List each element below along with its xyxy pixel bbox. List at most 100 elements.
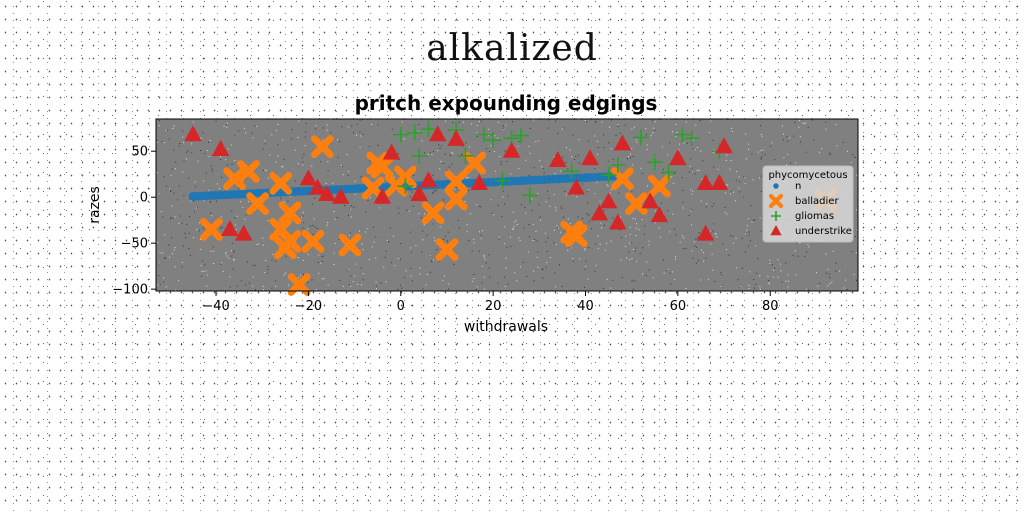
legend-label: gliomas (795, 211, 834, 222)
data-point (420, 121, 437, 138)
data-point (683, 130, 700, 147)
legend-marker (770, 225, 782, 236)
data-point (370, 155, 394, 179)
y-tick-label: −50 (121, 237, 148, 252)
data-point (211, 140, 230, 156)
data-point (361, 176, 385, 200)
data-point (457, 147, 474, 164)
data-point (310, 135, 334, 158)
data-point (485, 132, 502, 149)
data-point (373, 187, 392, 204)
data-point (237, 160, 260, 183)
data-marks (184, 121, 838, 296)
data-point (463, 151, 487, 175)
data-point (234, 224, 253, 241)
data-point (269, 172, 293, 195)
data-point (406, 124, 423, 141)
data-point (502, 141, 521, 158)
data-point (563, 163, 580, 180)
x-axis: −40 −20 0 20 40 60 80 (202, 291, 779, 314)
x-tick-label: 0 (397, 299, 405, 314)
legend-box (762, 165, 854, 243)
x-tick-label: −20 (295, 299, 322, 314)
data-point (590, 204, 609, 221)
data-point (600, 167, 617, 184)
data-point (444, 170, 468, 193)
data-point (394, 165, 417, 189)
data-point (624, 192, 648, 215)
legend-marker (773, 183, 779, 189)
data-point (308, 178, 327, 195)
data-point (421, 201, 445, 225)
series-understrike (184, 125, 733, 241)
data-point (660, 164, 677, 181)
plot-area (156, 119, 858, 291)
data-point (428, 125, 447, 142)
data-point (392, 126, 409, 143)
data-point (512, 127, 529, 144)
x-tick-label: 60 (670, 299, 687, 314)
data-point (674, 126, 691, 143)
data-point (696, 174, 715, 190)
data-point (715, 137, 733, 154)
y-axis-label: razes (87, 186, 103, 224)
data-point (299, 169, 318, 186)
data-point (223, 167, 246, 191)
data-point (397, 178, 414, 195)
legend-label: balladier (795, 196, 839, 207)
data-point (581, 149, 599, 166)
data-point (278, 229, 302, 253)
x-axis-label: withdrawals (464, 319, 548, 335)
legend-title: phycomycetous (768, 170, 847, 181)
data-point (564, 224, 588, 248)
data-point (567, 178, 586, 195)
data-point (669, 149, 687, 166)
data-point (301, 229, 325, 253)
data-point (646, 154, 663, 171)
data-point (599, 192, 618, 209)
data-point (648, 174, 671, 198)
data-point (696, 224, 715, 241)
data-point (641, 192, 659, 209)
data-point (331, 187, 350, 204)
y-axis: −100 −50 0 50 (112, 145, 156, 298)
y-tick-label: 0 (140, 191, 148, 206)
x-tick-label: 40 (577, 299, 594, 314)
data-point (382, 143, 401, 160)
y-tick-label: 50 (131, 145, 148, 160)
data-point (200, 218, 223, 241)
data-point (318, 185, 336, 202)
data-point (435, 238, 459, 261)
legend-entry: n (773, 181, 801, 192)
data-point (444, 187, 468, 211)
legend-entry: gliomas (771, 211, 834, 222)
x-tick-label: 20 (485, 299, 502, 314)
data-point (278, 201, 302, 225)
data-point (221, 220, 239, 236)
data-point (475, 126, 492, 143)
data-point (632, 129, 649, 146)
data-point (609, 213, 627, 230)
data-point (609, 156, 626, 173)
data-point (613, 134, 632, 151)
data-point (419, 171, 438, 188)
legend-entry: balladier (768, 193, 839, 209)
legend-entry: understrike (770, 225, 852, 237)
data-point (411, 147, 428, 164)
legend-label: n (795, 181, 801, 192)
y-tick-label: −100 (112, 283, 148, 298)
figure-suptitle: alkalized (426, 28, 598, 69)
data-point (494, 172, 511, 189)
data-point (447, 129, 465, 146)
legend-entries: n balladier gliomas understrike (768, 181, 852, 237)
legend-marker (768, 193, 784, 209)
data-point (246, 192, 269, 215)
legend: phycomycetous n balladier gliomas understri… (762, 165, 854, 243)
data-point (287, 273, 311, 296)
data-point (338, 233, 362, 257)
data-point (710, 174, 729, 190)
data-point (410, 185, 429, 202)
data-point (549, 151, 567, 167)
legend-marker (771, 211, 781, 221)
legend-label: understrike (795, 226, 852, 237)
